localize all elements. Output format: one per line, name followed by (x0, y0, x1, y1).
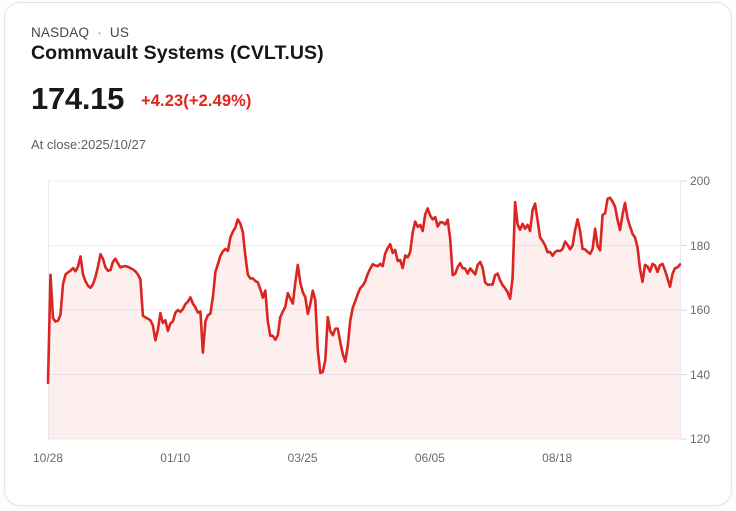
price-row: 174.15 +4.23(+2.49%) (31, 82, 252, 116)
last-price: 174.15 (31, 81, 125, 116)
y-tick-label: 200 (690, 174, 711, 188)
stock-title: Commvault Systems (CVLT.US) (31, 42, 324, 64)
y-tick-label: 180 (690, 238, 711, 253)
region-label: US (109, 25, 130, 40)
price-chart[interactable]: 200 180 160 140 120 10/28 01/10 03/25 06/05 08/1… (5, 3, 736, 511)
price-change: +4.23(+2.49%) (141, 91, 252, 110)
x-tick-label: 06/05 (414, 451, 445, 465)
y-tick-label: 160 (690, 303, 711, 317)
separator-dot: · (97, 25, 102, 40)
x-tick-label: 08/18 (542, 451, 573, 465)
y-tick-label: 140 (690, 367, 711, 382)
price-chart-canvas[interactable] (5, 3, 736, 511)
x-tick-label: 01/10 (160, 451, 191, 465)
x-tick-label: 10/28 (32, 451, 64, 465)
x-tick-label: 03/25 (287, 451, 318, 465)
as-of-label: At close:2025/10/27 (31, 137, 146, 152)
exchange-label: NASDAQ (31, 25, 90, 40)
y-tick-label: 120 (690, 432, 711, 446)
exchange-row: NASDAQ · US (31, 25, 129, 40)
stock-quote-card: NASDAQ · US Commvault Systems (CVLT.US) … (4, 2, 732, 506)
